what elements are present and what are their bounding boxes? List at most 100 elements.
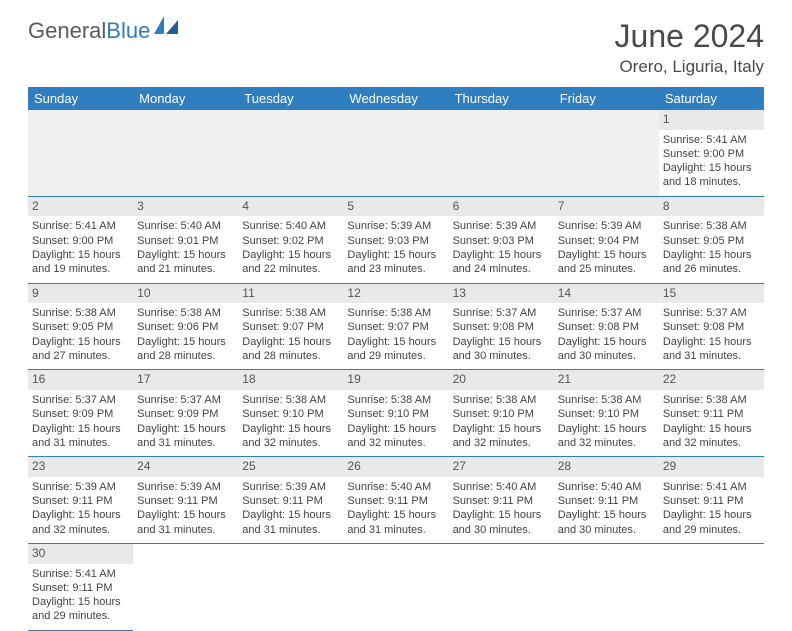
- sunset-line: Sunset: 9:11 PM: [32, 581, 129, 595]
- day-number: 12: [343, 284, 448, 304]
- sunrise-line: Sunrise: 5:38 AM: [242, 393, 339, 407]
- daylight-line: Daylight: 15 hours and 29 minutes.: [347, 335, 444, 364]
- sunset-line: Sunset: 9:09 PM: [32, 407, 129, 421]
- sunrise-line: Sunrise: 5:39 AM: [137, 480, 234, 494]
- weekday-header-row: SundayMondayTuesdayWednesdayThursdayFrid…: [28, 87, 764, 110]
- day-cell: 20Sunrise: 5:38 AMSunset: 9:10 PMDayligh…: [449, 370, 554, 457]
- logo: GeneralBlue: [28, 18, 180, 44]
- empty-cell: [449, 543, 554, 630]
- day-cell: 6Sunrise: 5:39 AMSunset: 9:03 PMDaylight…: [449, 196, 554, 283]
- day-number: 3: [133, 197, 238, 217]
- sunrise-line: Sunrise: 5:41 AM: [32, 567, 129, 581]
- day-number: 30: [28, 544, 133, 564]
- sunset-line: Sunset: 9:08 PM: [663, 320, 760, 334]
- sunrise-line: Sunrise: 5:39 AM: [32, 480, 129, 494]
- day-cell: 17Sunrise: 5:37 AMSunset: 9:09 PMDayligh…: [133, 370, 238, 457]
- day-number: 18: [238, 370, 343, 390]
- logo-text: GeneralBlue: [28, 18, 150, 44]
- sunset-line: Sunset: 9:00 PM: [663, 147, 760, 161]
- weekday-header: Friday: [554, 87, 659, 110]
- calendar-grid: SundayMondayTuesdayWednesdayThursdayFrid…: [28, 87, 764, 631]
- sunset-line: Sunset: 9:11 PM: [347, 494, 444, 508]
- sunrise-line: Sunrise: 5:41 AM: [663, 133, 760, 147]
- sunset-line: Sunset: 9:01 PM: [137, 234, 234, 248]
- empty-cell: [238, 543, 343, 630]
- sunset-line: Sunset: 9:02 PM: [242, 234, 339, 248]
- sail-icon: [154, 16, 180, 34]
- day-number: 22: [659, 370, 764, 390]
- daylight-line: Daylight: 15 hours and 18 minutes.: [663, 161, 760, 190]
- daylight-line: Daylight: 15 hours and 31 minutes.: [663, 335, 760, 364]
- empty-cell: [554, 110, 659, 196]
- day-cell: 21Sunrise: 5:38 AMSunset: 9:10 PMDayligh…: [554, 370, 659, 457]
- sunset-line: Sunset: 9:10 PM: [453, 407, 550, 421]
- sunset-line: Sunset: 9:11 PM: [663, 407, 760, 421]
- sunset-line: Sunset: 9:08 PM: [453, 320, 550, 334]
- daylight-line: Daylight: 15 hours and 32 minutes.: [242, 422, 339, 451]
- logo-word1: General: [28, 18, 106, 43]
- day-number: 19: [343, 370, 448, 390]
- day-number: 5: [343, 197, 448, 217]
- day-cell: 30Sunrise: 5:41 AMSunset: 9:11 PMDayligh…: [28, 543, 133, 630]
- day-number: 28: [554, 457, 659, 477]
- sunset-line: Sunset: 9:11 PM: [32, 494, 129, 508]
- title-block: June 2024 Orero, Liguria, Italy: [615, 18, 764, 77]
- daylight-line: Daylight: 15 hours and 26 minutes.: [663, 248, 760, 277]
- day-cell: 14Sunrise: 5:37 AMSunset: 9:08 PMDayligh…: [554, 283, 659, 370]
- daylight-line: Daylight: 15 hours and 32 minutes.: [558, 422, 655, 451]
- sunrise-line: Sunrise: 5:38 AM: [663, 219, 760, 233]
- weekday-header: Saturday: [659, 87, 764, 110]
- day-number: 23: [28, 457, 133, 477]
- empty-cell: [28, 110, 133, 196]
- day-cell: 29Sunrise: 5:41 AMSunset: 9:11 PMDayligh…: [659, 457, 764, 544]
- weekday-header: Wednesday: [343, 87, 448, 110]
- sunset-line: Sunset: 9:04 PM: [558, 234, 655, 248]
- weekday-header: Monday: [133, 87, 238, 110]
- sunrise-line: Sunrise: 5:38 AM: [558, 393, 655, 407]
- sunset-line: Sunset: 9:09 PM: [137, 407, 234, 421]
- day-number: 15: [659, 284, 764, 304]
- day-number: 4: [238, 197, 343, 217]
- day-number: 27: [449, 457, 554, 477]
- sunrise-line: Sunrise: 5:37 AM: [453, 306, 550, 320]
- daylight-line: Daylight: 15 hours and 22 minutes.: [242, 248, 339, 277]
- sunset-line: Sunset: 9:03 PM: [453, 234, 550, 248]
- weekday-header: Sunday: [28, 87, 133, 110]
- day-number: 2: [28, 197, 133, 217]
- day-number: 17: [133, 370, 238, 390]
- sunset-line: Sunset: 9:07 PM: [347, 320, 444, 334]
- weekday-header: Tuesday: [238, 87, 343, 110]
- day-number: 9: [28, 284, 133, 304]
- sunrise-line: Sunrise: 5:41 AM: [32, 219, 129, 233]
- sunset-line: Sunset: 9:11 PM: [558, 494, 655, 508]
- day-cell: 18 Sunrise: 5:38 AMSunset: 9:10 PMDayligh…: [238, 370, 343, 457]
- day-cell: 27Sunrise: 5:40 AMSunset: 9:11 PMDayligh…: [449, 457, 554, 544]
- weekday-header: Thursday: [449, 87, 554, 110]
- sunset-line: Sunset: 9:10 PM: [242, 407, 339, 421]
- empty-cell: [554, 543, 659, 630]
- day-number: 7: [554, 197, 659, 217]
- sunrise-line: Sunrise: 5:40 AM: [137, 219, 234, 233]
- sunset-line: Sunset: 9:03 PM: [347, 234, 444, 248]
- daylight-line: Daylight: 15 hours and 31 minutes.: [32, 422, 129, 451]
- day-cell: 26Sunrise: 5:40 AMSunset: 9:11 PMDayligh…: [343, 457, 448, 544]
- sunrise-line: Sunrise: 5:39 AM: [347, 219, 444, 233]
- day-cell: 24Sunrise: 5:39 AMSunset: 9:11 PMDayligh…: [133, 457, 238, 544]
- daylight-line: Daylight: 15 hours and 30 minutes.: [558, 335, 655, 364]
- sunrise-line: Sunrise: 5:37 AM: [558, 306, 655, 320]
- day-cell: 11Sunrise: 5:38 AMSunset: 9:07 PMDayligh…: [238, 283, 343, 370]
- day-cell: 25Sunrise: 5:39 AMSunset: 9:11 PMDayligh…: [238, 457, 343, 544]
- daylight-line: Daylight: 15 hours and 28 minutes.: [242, 335, 339, 364]
- sunset-line: Sunset: 9:00 PM: [32, 234, 129, 248]
- day-cell: 15Sunrise: 5:37 AMSunset: 9:08 PMDayligh…: [659, 283, 764, 370]
- day-number: 13: [449, 284, 554, 304]
- sunset-line: Sunset: 9:06 PM: [137, 320, 234, 334]
- daylight-line: Daylight: 15 hours and 21 minutes.: [137, 248, 234, 277]
- day-cell: 19Sunrise: 5:38 AMSunset: 9:10 PMDayligh…: [343, 370, 448, 457]
- sunset-line: Sunset: 9:11 PM: [663, 494, 760, 508]
- day-number: 11: [238, 284, 343, 304]
- daylight-line: Daylight: 15 hours and 24 minutes.: [453, 248, 550, 277]
- sunrise-line: Sunrise: 5:39 AM: [242, 480, 339, 494]
- day-number: 6: [449, 197, 554, 217]
- daylight-line: Daylight: 15 hours and 32 minutes.: [663, 422, 760, 451]
